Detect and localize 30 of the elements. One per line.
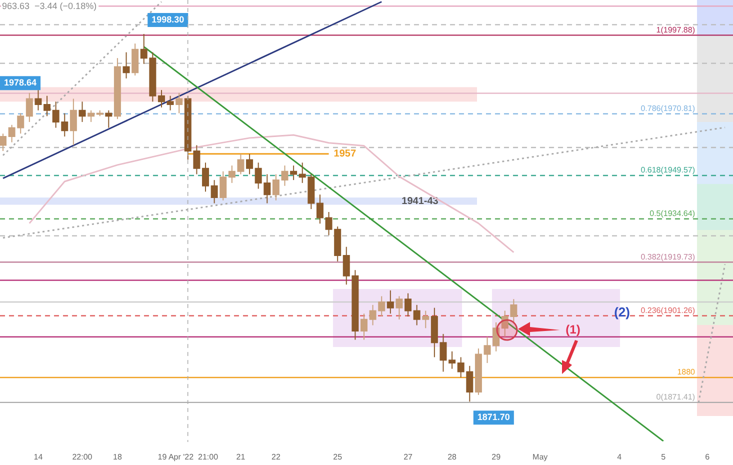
ref-line-label: 0.618(1949.57) xyxy=(640,166,696,175)
x-tick-label: 18 xyxy=(113,452,122,462)
x-tick-label: 21 xyxy=(236,452,246,462)
x-tick-label: 14 xyxy=(34,452,44,462)
x-tick-label: 27 xyxy=(404,452,414,462)
ref-line-label: 1(1997.88) xyxy=(656,25,696,34)
annotation: (2) xyxy=(614,304,630,320)
series-label: 1957 xyxy=(334,148,356,160)
ref-line-label: 0.786(1970.81) xyxy=(640,104,696,114)
ref-line-label: 0.5(1934.64) xyxy=(650,209,696,218)
x-tick-label: 6 xyxy=(705,452,710,462)
annotation: (1) xyxy=(566,322,580,336)
ref-line-label: 0.382(1919.73) xyxy=(640,252,696,262)
annotation: 1998.30 xyxy=(152,14,184,24)
x-tick-label: 4 xyxy=(617,452,622,462)
x-tick-label: 25 xyxy=(333,452,343,462)
x-tick-label: May xyxy=(532,452,548,462)
annotation: 1978.64 xyxy=(4,78,37,88)
x-tick-label: 19 Apr '22 21:00 xyxy=(158,452,219,462)
x-tick-label: 22:00 xyxy=(72,452,93,462)
ref-line-label: 0.236(1901.26) xyxy=(640,306,696,315)
x-tick-label: 22 xyxy=(272,452,281,462)
ref-line-label: 1880 xyxy=(677,368,696,377)
band-label: 1941-43 xyxy=(402,196,439,207)
ref-line-label: 0(1871.41) xyxy=(656,392,696,402)
x-tick-label: 28 xyxy=(448,452,458,462)
annotation: 1871.70 xyxy=(477,412,510,422)
annotation: 963.63 −3.44 (−0.18%) xyxy=(2,0,97,11)
x-tick-label: 5 xyxy=(661,452,666,462)
x-tick-label: 29 xyxy=(492,452,502,462)
